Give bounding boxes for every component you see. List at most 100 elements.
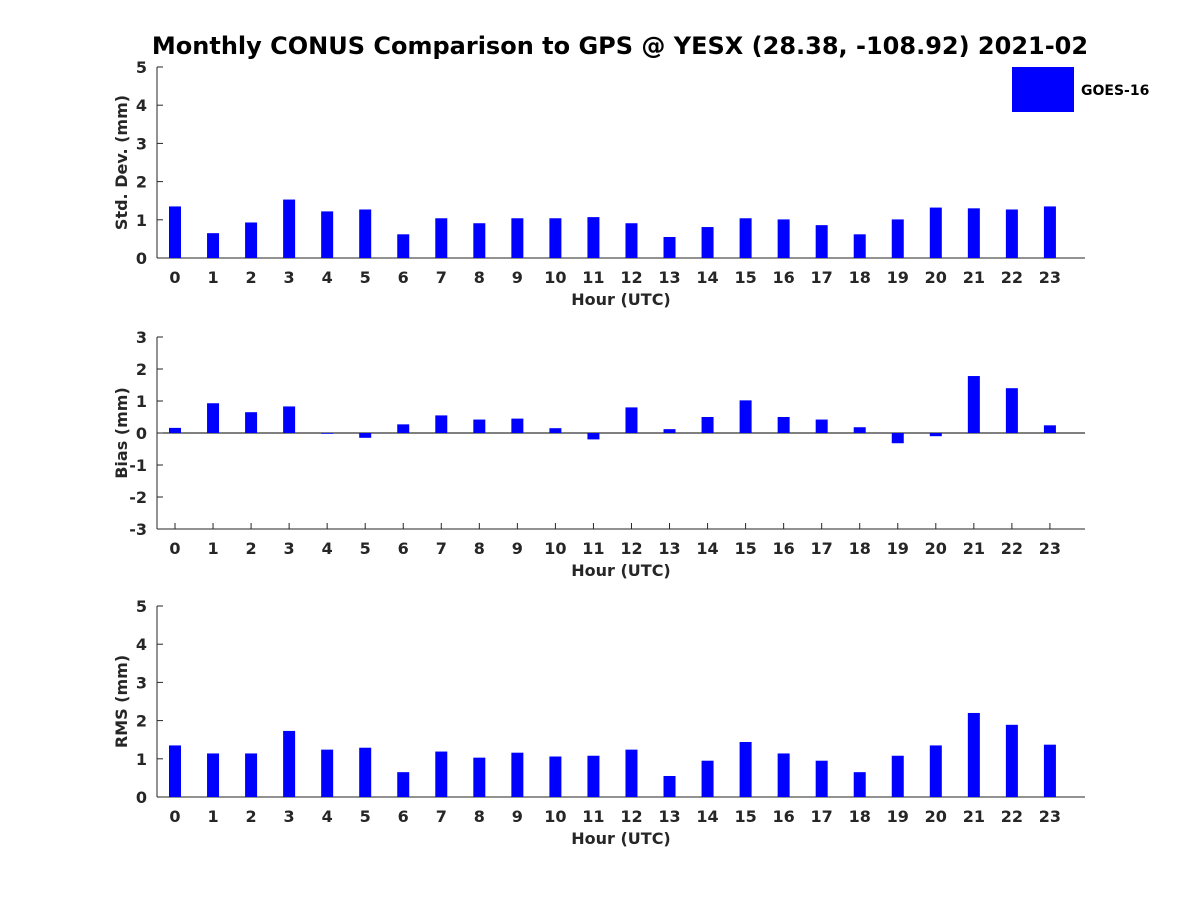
bias-x-tick-label: 23 xyxy=(1039,539,1061,558)
std-dev-x-tick-label: 22 xyxy=(1001,268,1023,287)
std-dev-bar xyxy=(739,218,752,258)
rms-x-tick-label: 8 xyxy=(474,807,485,826)
rms-bar xyxy=(283,730,296,797)
rms-x-tick-label: 4 xyxy=(322,807,333,826)
rms-x-tick-label: 15 xyxy=(734,807,756,826)
rms-x-tick-label: 17 xyxy=(811,807,833,826)
std-dev-x-tick-label: 8 xyxy=(474,268,485,287)
std-dev-x-tick-label: 6 xyxy=(398,268,409,287)
bias-x-tick-label: 4 xyxy=(322,539,333,558)
rms-bar xyxy=(1043,744,1056,797)
std-dev-x-tick-label: 16 xyxy=(773,268,795,287)
bias-bar xyxy=(245,412,258,433)
std-dev-bar xyxy=(777,219,790,258)
std-dev-bar xyxy=(967,208,980,258)
bias-bar xyxy=(739,400,752,433)
bias-x-tick-label: 11 xyxy=(582,539,604,558)
bias-bar xyxy=(283,406,296,433)
rms-x-tick-label: 21 xyxy=(963,807,985,826)
std-dev-x-tick-label: 19 xyxy=(887,268,909,287)
bias-bar xyxy=(435,415,448,433)
rms-bar xyxy=(663,775,676,797)
bias-x-tick-label: 18 xyxy=(849,539,871,558)
rms-bar xyxy=(511,752,524,797)
std-dev-bar xyxy=(435,218,448,258)
std-dev-bar xyxy=(207,233,220,258)
bias-x-tick-label: 5 xyxy=(360,539,371,558)
bias-bar xyxy=(587,433,600,440)
rms-y-tick-label: 5 xyxy=(136,597,147,616)
rms-bar xyxy=(169,745,181,797)
std-dev-x-tick-label: 13 xyxy=(658,268,680,287)
std-dev-x-tick-label: 15 xyxy=(734,268,756,287)
rms-x-tick-label: 2 xyxy=(246,807,257,826)
std-dev-x-tick-label: 17 xyxy=(811,268,833,287)
bias-bar xyxy=(967,376,980,433)
rms-x-tick-label: 5 xyxy=(360,807,371,826)
bias-bar xyxy=(169,427,181,433)
bias-x-tick-label: 10 xyxy=(544,539,566,558)
bias-y-tick-label: 2 xyxy=(136,360,147,379)
std-dev-y-axis-label: Std. Dev. (mm) xyxy=(112,95,131,230)
bias-y-tick-label: 0 xyxy=(136,424,147,443)
bias-x-tick-label: 22 xyxy=(1001,539,1023,558)
std-dev-bar xyxy=(321,211,334,258)
std-dev-bar xyxy=(663,236,676,258)
bias-bar xyxy=(207,403,220,433)
std-dev-x-tick-label: 7 xyxy=(436,268,447,287)
bias-bar xyxy=(1005,388,1018,433)
rms-x-tick-label: 3 xyxy=(284,807,295,826)
rms-bar xyxy=(853,772,866,797)
bias-x-tick-label: 12 xyxy=(620,539,642,558)
bias-x-tick-label: 2 xyxy=(246,539,257,558)
rms-x-tick-label: 6 xyxy=(398,807,409,826)
bias-x-tick-label: 15 xyxy=(734,539,756,558)
std-dev-x-tick-label: 21 xyxy=(963,268,985,287)
rms-bar xyxy=(245,753,258,797)
std-dev-bar xyxy=(701,227,714,258)
rms-bar xyxy=(397,772,410,797)
rms-bar xyxy=(549,756,562,797)
std-dev-x-tick-label: 3 xyxy=(284,268,295,287)
bias-bar xyxy=(929,433,942,437)
bias-x-tick-label: 13 xyxy=(658,539,680,558)
bias-x-tick-label: 0 xyxy=(169,539,180,558)
std-dev-bar xyxy=(625,223,638,258)
bias-x-tick-label: 9 xyxy=(512,539,523,558)
std-dev-x-tick-label: 14 xyxy=(696,268,718,287)
bias-bar xyxy=(1043,425,1056,433)
rms-x-axis-label: Hour (UTC) xyxy=(571,829,671,848)
rms-bar xyxy=(207,753,220,797)
rms-x-tick-label: 10 xyxy=(544,807,566,826)
bias-x-tick-label: 16 xyxy=(773,539,795,558)
bias-bar xyxy=(473,419,486,433)
rms-x-tick-label: 19 xyxy=(887,807,909,826)
bias-x-tick-label: 17 xyxy=(811,539,833,558)
std-dev-y-tick-label: 2 xyxy=(136,173,147,192)
std-dev-y-tick-label: 5 xyxy=(136,58,147,77)
rms-y-tick-label: 4 xyxy=(136,635,147,654)
bias-bar xyxy=(511,418,524,433)
legend-label: GOES-16 xyxy=(1081,83,1149,99)
std-dev-bar xyxy=(169,206,181,258)
rms-x-tick-label: 14 xyxy=(696,807,718,826)
std-dev-x-tick-label: 1 xyxy=(207,268,218,287)
std-dev-x-tick-label: 4 xyxy=(322,268,333,287)
std-dev-bar xyxy=(587,217,600,258)
std-dev-x-tick-label: 2 xyxy=(246,268,257,287)
bias-bar xyxy=(625,407,638,433)
std-dev-bar xyxy=(397,234,410,258)
bias-bar xyxy=(891,433,904,444)
bias-x-tick-label: 1 xyxy=(207,539,218,558)
bias-x-axis-label: Hour (UTC) xyxy=(571,561,671,580)
bias-x-tick-label: 6 xyxy=(398,539,409,558)
std-dev-bar xyxy=(473,223,486,258)
bias-x-tick-label: 7 xyxy=(436,539,447,558)
rms-bar xyxy=(359,747,372,797)
std-dev-bar xyxy=(853,234,866,258)
rms-bar xyxy=(815,760,828,797)
